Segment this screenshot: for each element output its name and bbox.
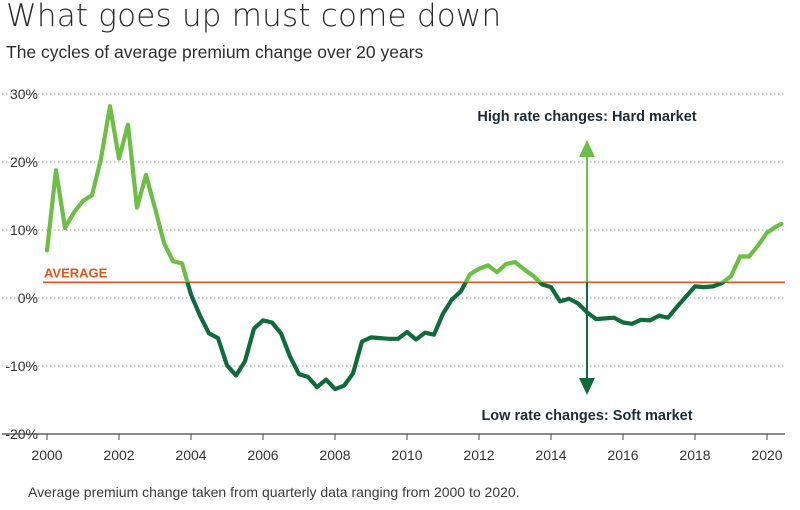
x-axis-ticks: 2000 2002 2004 2006 2008 2010 2012 2014 2016 2018… — [31, 434, 783, 463]
y-tick-label: -10% — [5, 358, 38, 374]
x-tick-label: 2002 — [103, 447, 134, 463]
x-tick-label: 2008 — [319, 447, 350, 463]
series-line-above-average — [44, 104, 784, 283]
x-tick-label: 2020 — [751, 447, 782, 463]
gridlines — [2, 93, 785, 367]
x-tick-label: 2018 — [679, 447, 710, 463]
x-tick-label: 2012 — [463, 447, 494, 463]
x-tick-label: 2004 — [175, 447, 206, 463]
chart-footnote: Average premium change taken from quarte… — [28, 484, 520, 500]
y-tick-label: 20% — [10, 154, 38, 170]
soft-market-annotation: Low rate changes: Soft market — [481, 408, 692, 424]
y-tick-label: 10% — [10, 222, 38, 238]
series-line-below-average — [185, 282, 727, 392]
x-tick-label: 2000 — [31, 447, 62, 463]
y-tick-label: 30% — [10, 86, 38, 102]
arrow-down-icon — [579, 378, 595, 395]
rate-arrow — [579, 140, 595, 395]
x-tick-label: 2014 — [535, 447, 566, 463]
chart-title: What goes up must come down — [6, 0, 502, 34]
arrow-up-icon — [579, 140, 595, 157]
chart-subtitle: The cycles of average premium change ove… — [6, 42, 424, 62]
y-tick-label: 0% — [18, 290, 38, 306]
x-tick-label: 2006 — [247, 447, 278, 463]
x-tick-label: 2016 — [607, 447, 638, 463]
y-axis-ticks: -20%-10%0%10%20%30% — [5, 86, 38, 442]
hard-market-annotation: High rate changes: Hard market — [477, 109, 696, 125]
line-chart: -20%-10%0%10%20%30% 2000 2002 2004 2006 2008… — [2, 86, 785, 463]
x-tick-label: 2010 — [391, 447, 422, 463]
average-label: AVERAGE — [44, 265, 108, 280]
